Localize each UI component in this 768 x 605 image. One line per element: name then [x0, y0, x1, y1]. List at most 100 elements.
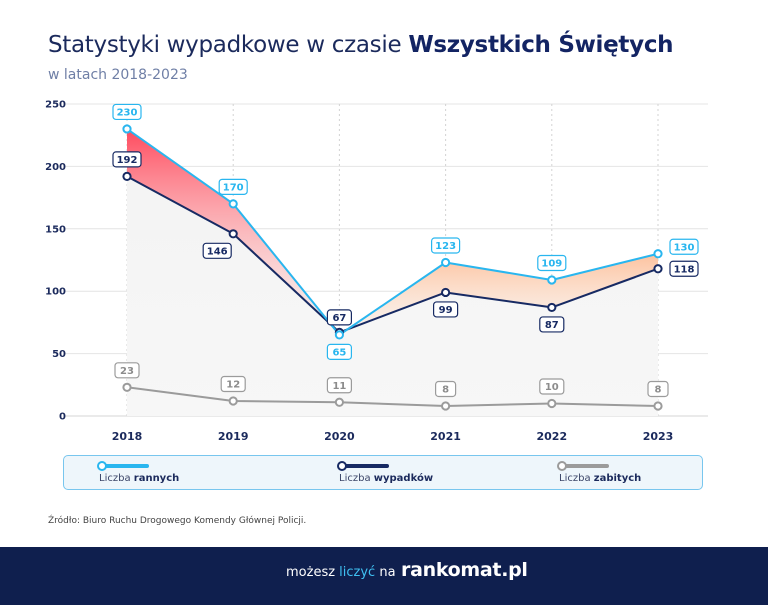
data-point-killed: [653, 401, 663, 411]
value-label-accidents-box: [669, 260, 699, 277]
value-label-killed: 23: [114, 362, 140, 379]
data-point-injured: [122, 124, 132, 134]
value-label-injured-text: 170: [223, 182, 244, 193]
value-label-killed-text: 8: [442, 385, 449, 396]
value-label-killed: 11: [326, 377, 352, 394]
value-label-accidents-text: 87: [545, 320, 559, 331]
footer-banner: możesz liczyć na rankomat.pl: [0, 547, 768, 605]
value-label-killed-box: [220, 375, 246, 393]
legend-dot-accidents: [337, 461, 347, 471]
value-label-accidents-box: [112, 151, 142, 168]
value-label-injured-text: 65: [332, 347, 346, 358]
y-tick-label: 200: [45, 162, 66, 173]
data-point-killed: [334, 397, 344, 407]
brand-logo[interactable]: rankomat.pl: [401, 559, 528, 581]
y-tick-label: 250: [45, 100, 66, 111]
data-point-injured: [547, 275, 557, 285]
value-label-accidents: 118: [669, 260, 699, 277]
injured-area-background: [127, 128, 658, 416]
value-label-killed-text: 10: [545, 382, 559, 393]
value-label-injured-box: [218, 178, 248, 195]
x-tick-label: 2022: [536, 430, 567, 443]
value-label-injured-box: [112, 103, 142, 121]
legend-line-accidents: [339, 464, 389, 468]
value-label-accidents: 99: [433, 301, 459, 318]
legend-line-injured: [99, 464, 149, 468]
value-label-injured: 123: [431, 237, 461, 254]
legend-dot-killed: [557, 461, 567, 471]
line-layer: [122, 124, 663, 411]
footer-slogan: możesz liczyć na: [286, 565, 396, 580]
y-tick-label: 100: [45, 287, 66, 298]
data-point-injured: [334, 330, 344, 340]
value-label-killed-text: 11: [332, 381, 346, 392]
legend: Liczba rannych Liczba wypadków Liczba za…: [63, 455, 703, 490]
value-label-killed-box: [114, 362, 140, 379]
value-label-injured-box: [431, 237, 461, 254]
value-label-injured-text: 109: [541, 259, 562, 270]
y-tick-label: 50: [52, 349, 66, 360]
legend-label-killed: Liczba zabitych: [559, 473, 642, 484]
data-point-killed: [547, 398, 557, 409]
legend-item-killed: Liczba zabitych: [524, 456, 674, 489]
value-label-injured: 230: [112, 103, 142, 121]
chart-title-regular: Statystyki wypadkowe w czasie: [48, 32, 409, 58]
source-note: Źródło: Biuro Ruchu Drogowego Komendy Gł…: [48, 516, 307, 526]
value-label-accidents: 67: [326, 309, 352, 326]
data-point-accidents: [441, 287, 451, 298]
data-point-killed: [441, 401, 451, 411]
data-point-accidents: [653, 264, 663, 274]
data-point-accidents: [547, 302, 557, 313]
x-tick-label: 2023: [643, 430, 674, 443]
value-label-accidents-box: [433, 301, 459, 318]
x-tick-label: 2021: [430, 430, 461, 443]
legend-item-injured: Liczba rannych: [64, 456, 214, 489]
value-label-accidents-box: [539, 316, 565, 333]
data-point-injured: [653, 249, 663, 259]
series-line-accidents: [126, 175, 659, 334]
legend-label-injured: Liczba rannych: [99, 473, 180, 484]
y-tick-label: 0: [59, 412, 66, 423]
series-line-injured: [126, 128, 659, 336]
value-label-accidents-text: 99: [439, 305, 453, 316]
value-label-accidents-text: 67: [332, 313, 346, 324]
x-tick-label: 2018: [112, 430, 143, 443]
value-label-accidents-text: 192: [117, 155, 138, 166]
legend-item-accidents: Liczba wypadków: [304, 456, 454, 489]
value-label-accidents-box: [202, 242, 232, 259]
legend-line-killed: [559, 464, 609, 468]
chart-title-bold: Wszystkich Świętych: [408, 32, 674, 58]
value-label-killed-box: [539, 378, 565, 395]
value-label-injured: 170: [218, 178, 248, 195]
x-tick-label: 2020: [324, 430, 355, 443]
value-label-injured-text: 130: [674, 242, 695, 253]
value-label-accidents: 192: [112, 151, 142, 168]
value-label-injured-box: [669, 238, 699, 255]
value-label-killed-text: 8: [655, 385, 662, 396]
value-label-injured: 130: [669, 238, 699, 255]
value-label-killed: 8: [647, 380, 669, 398]
series-line-killed: [126, 386, 659, 408]
value-label-accidents: 146: [202, 242, 232, 259]
value-label-accidents-text: 146: [207, 246, 228, 257]
value-label-injured-text: 123: [435, 241, 456, 252]
value-label-injured-box: [326, 343, 352, 360]
y-tick-label: 150: [45, 224, 66, 235]
axis-layer: 0 50 100 150 200 250 2018 2019 2020 2021 2022 2023: [45, 100, 673, 444]
value-label-injured-text: 230: [117, 108, 138, 119]
value-label-accidents-box: [326, 309, 352, 326]
value-label-accidents: 87: [539, 316, 565, 333]
chart-subtitle: w latach 2018-2023: [48, 67, 188, 83]
value-label-killed-text: 12: [226, 380, 240, 391]
value-label-accidents-text: 118: [674, 264, 695, 275]
value-label-injured: 109: [537, 254, 567, 272]
chart-title: Statystyki wypadkowe w czasie Wszystkich…: [48, 32, 674, 58]
legend-dot-injured: [97, 461, 107, 471]
value-label-killed-box: [647, 380, 669, 398]
value-label-injured: 65: [326, 343, 352, 360]
data-point-injured: [228, 199, 238, 209]
value-label-injured-box: [537, 254, 567, 272]
x-tick-label: 2019: [218, 430, 249, 443]
